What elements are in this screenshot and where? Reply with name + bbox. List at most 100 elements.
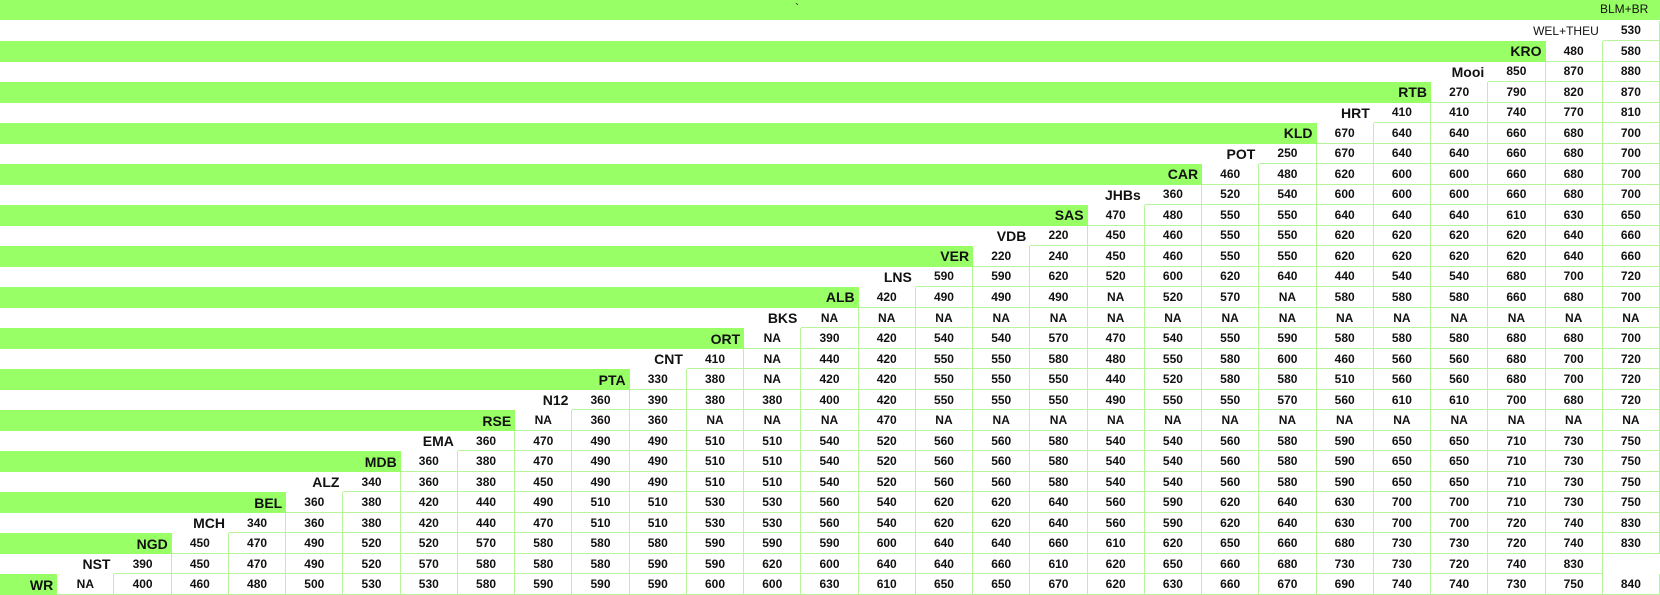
cell-value: NA — [1087, 307, 1145, 329]
cell-value: 440 — [1087, 369, 1145, 390]
cell-value: 360 — [400, 471, 458, 493]
cell-value: 870 — [1602, 82, 1660, 103]
cell-value: 420 — [400, 512, 458, 534]
cell-value: 750 — [1602, 492, 1660, 513]
cell-value: 620 — [1316, 246, 1374, 267]
cell-value: 680 — [1316, 533, 1374, 554]
cell-value: 520 — [400, 533, 458, 554]
cell-value: 580 — [1030, 471, 1088, 493]
cell-value: 560 — [973, 451, 1031, 472]
cell-value: 550 — [973, 389, 1031, 411]
row-label: N12 — [542, 392, 569, 409]
cell-value: 730 — [1545, 471, 1603, 493]
cell-value: NA — [1488, 410, 1546, 431]
cell-value: 640 — [1431, 205, 1489, 226]
cell-value: 630 — [1545, 205, 1603, 226]
cell-value: 640 — [1431, 123, 1489, 144]
cell-value: 600 — [1316, 184, 1374, 206]
cell-value: 710 — [1488, 451, 1546, 472]
cell-value: 360 — [572, 410, 630, 431]
cell-value: 400 — [114, 574, 172, 595]
cell-value: 590 — [744, 533, 802, 554]
cell-value: 530 — [744, 492, 802, 513]
row-band — [0, 82, 1432, 103]
cell-value: 610 — [1373, 389, 1432, 411]
cell-value: NA — [1488, 307, 1546, 329]
cell-value: 590 — [1316, 430, 1374, 452]
cell-value: 570 — [1259, 389, 1317, 411]
cell-value: 830 — [1602, 512, 1660, 534]
cell-value: 510 — [629, 512, 687, 534]
row-label: POT — [1226, 145, 1256, 162]
cell-value: 470 — [228, 553, 287, 575]
cell-value: 600 — [1259, 348, 1317, 370]
cell-value: 520 — [1087, 266, 1145, 288]
cell-value: 600 — [1431, 164, 1489, 185]
cell-value: 520 — [1144, 369, 1203, 390]
cell-value: NA — [973, 307, 1031, 329]
cell-value: 220 — [973, 246, 1031, 267]
cell-value: 590 — [686, 533, 745, 554]
cell-value: 490 — [1030, 287, 1088, 308]
cell-value: 660 — [1488, 164, 1546, 185]
cell-value: 600 — [686, 574, 745, 595]
cell-value: 620 — [1431, 225, 1489, 247]
cell-value: 590 — [629, 553, 687, 575]
row-label: Mooi — [1451, 63, 1485, 80]
cell-value: 580 — [572, 553, 630, 575]
cell-value: NA — [515, 410, 573, 431]
cell-value: 510 — [686, 471, 745, 493]
cell-value: 530 — [744, 512, 802, 534]
row-label: SAS — [1054, 207, 1084, 224]
row-label: MDB — [364, 453, 397, 470]
cell-value: 740 — [1488, 102, 1546, 124]
cell-value: NA — [1030, 410, 1088, 431]
cell-value: NA — [1602, 410, 1660, 431]
cell-value: 540 — [1087, 471, 1145, 493]
cell-value: 680 — [1545, 389, 1603, 411]
header-band — [0, 0, 1660, 20]
cell-value: 580 — [1431, 287, 1489, 308]
cell-value: 360 — [572, 389, 630, 411]
cell-value: 330 — [629, 369, 687, 390]
cell-value: 560 — [801, 492, 859, 513]
cell-value: 730 — [1545, 492, 1603, 513]
cell-value: 680 — [1545, 143, 1603, 165]
cell-value: 660 — [1488, 287, 1546, 308]
cell-value: 710 — [1488, 430, 1546, 452]
cell-value: 450 — [515, 471, 573, 493]
cell-value: 640 — [1373, 123, 1432, 144]
cell-value: 410 — [1431, 102, 1489, 124]
cell-value: 540 — [973, 328, 1031, 349]
cell-value: 580 — [572, 533, 630, 554]
cell-value: 740 — [1431, 574, 1489, 595]
cell-value: NA — [1087, 410, 1145, 431]
cell-value: 650 — [1144, 553, 1203, 575]
row-band — [0, 574, 58, 595]
cell-value: 640 — [1316, 205, 1374, 226]
cell-value: 550 — [1259, 205, 1317, 226]
cell-value: NA — [57, 574, 115, 595]
cell-value: NA — [801, 307, 859, 329]
cell-value: 510 — [572, 492, 630, 513]
cell-value: 520 — [343, 553, 401, 575]
row-band — [0, 451, 401, 472]
cell-value: 450 — [171, 553, 229, 575]
cell-value: 620 — [1087, 574, 1145, 595]
cell-value: 620 — [1144, 533, 1203, 554]
cell-value: 620 — [744, 553, 802, 575]
cell-value: 640 — [1373, 143, 1432, 165]
cell-value: 580 — [1373, 287, 1432, 308]
cell-value: 560 — [973, 430, 1031, 452]
cell-value: 570 — [400, 553, 458, 575]
cell-value: 680 — [1545, 328, 1603, 349]
cell-value: NA — [1144, 410, 1203, 431]
cell-value: 520 — [1202, 184, 1260, 206]
cell-value: 440 — [1316, 266, 1374, 288]
row-band — [0, 41, 1546, 62]
cell-value: 490 — [572, 471, 630, 493]
cell-value: 750 — [1602, 471, 1660, 493]
cell-value: 630 — [1316, 492, 1374, 513]
cell-value: 770 — [1545, 102, 1603, 124]
cell-value: 730 — [1431, 533, 1489, 554]
